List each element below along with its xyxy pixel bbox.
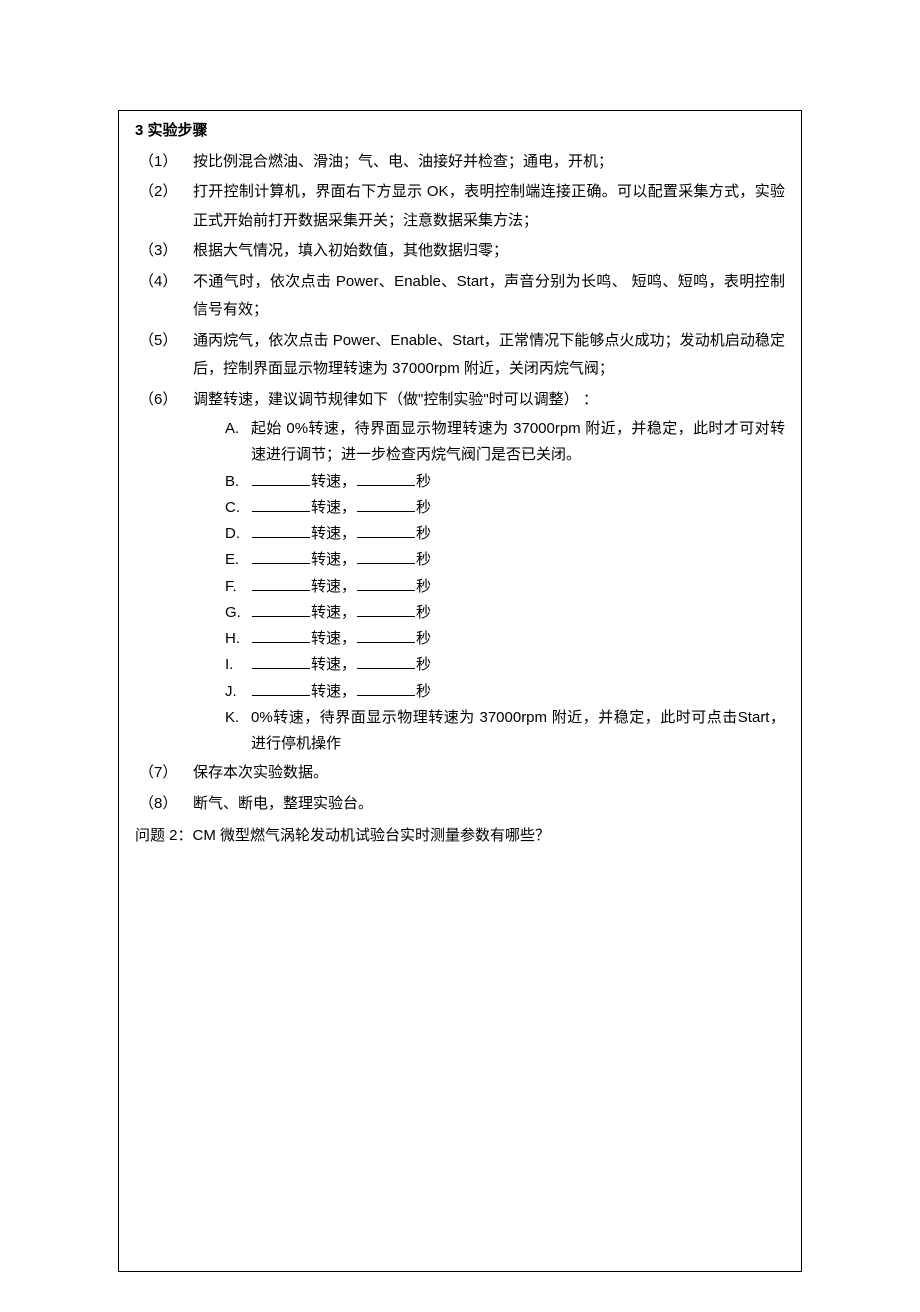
sub-step-fill: D. 转速， 秒 [193,521,785,547]
step-text: 保存本次实验数据。 [193,759,785,788]
step-6: （6） 调整转速，建议调节规律如下（做"控制实验"时可以调整） ： A. 起始 … [135,386,785,758]
step-6-text: 调整转速，建议调节规律如下（做"控制实验"时可以调整） ： [193,391,598,408]
sub-letter: H. [225,626,251,652]
label-speed: 转速， [311,604,356,621]
step-5: （5） 通丙烷气，依次点击 Power、Enable、Start，正常情况下能够… [135,327,785,384]
blank-seconds[interactable] [357,549,415,564]
label-speed: 转速， [311,473,356,490]
step-text: 按比例混合燃油、滑油；气、电、油接好并检查；通电，开机； [193,148,785,177]
blank-speed[interactable] [252,576,310,591]
label-speed: 转速， [311,656,356,673]
blank-speed[interactable] [252,681,310,696]
sub-step-fill: E. 转速， 秒 [193,547,785,573]
sub-text: 起始 0%转速，待界面显示物理转速为 37000rpm 附近，并稳定，此时才可对… [251,416,785,469]
label-seconds: 秒 [416,499,431,516]
sub-step-k: K. 0%转速，待界面显示物理转速为 37000rpm 附近，并稳定，此时可点击… [193,705,785,758]
sub-fill-body: 转速， 秒 [251,626,785,652]
blank-speed[interactable] [252,628,310,643]
step-1: （1） 按比例混合燃油、滑油；气、电、油接好并检查；通电，开机； [135,148,785,177]
label-seconds: 秒 [416,578,431,595]
blank-seconds[interactable] [357,681,415,696]
sub-step-fill: F. 转速， 秒 [193,574,785,600]
step-text: 不通气时，依次点击 Power、Enable、Start，声音分别为长鸣、 短鸣… [193,268,785,325]
step-number: （4） [135,268,193,297]
sub-letter: G. [225,600,251,626]
sub-step-a: A. 起始 0%转速，待界面显示物理转速为 37000rpm 附近，并稳定，此时… [193,416,785,469]
sub-step-fill: J. 转速， 秒 [193,679,785,705]
step-8: （8） 断气、断电，整理实验台。 [135,790,785,819]
label-seconds: 秒 [416,604,431,621]
step-number: （3） [135,237,193,266]
blank-speed[interactable] [252,549,310,564]
step-text: 打开控制计算机，界面右下方显示 OK，表明控制端连接正确。可以配置采集方式，实验… [193,178,785,235]
blank-seconds[interactable] [357,654,415,669]
section-title: 3 实验步骤 [135,117,785,146]
label-speed: 转速， [311,551,356,568]
label-speed: 转速， [311,525,356,542]
sub-step-fill: I. 转速， 秒 [193,652,785,678]
label-seconds: 秒 [416,630,431,647]
sub-fill-body: 转速， 秒 [251,574,785,600]
step-3: （3） 根据大气情况，填入初始数值，其他数据归零； [135,237,785,266]
sub-letter: K. [225,705,251,731]
sub-fill-body: 转速， 秒 [251,679,785,705]
blank-seconds[interactable] [357,576,415,591]
document-frame: 3 实验步骤 （1） 按比例混合燃油、滑油；气、电、油接好并检查；通电，开机； … [118,110,802,1272]
question-2: 问题 2：CM 微型燃气涡轮发动机试验台实时测量参数有哪些？ [135,822,785,851]
step-7: （7） 保存本次实验数据。 [135,759,785,788]
step-number: （2） [135,178,193,207]
sub-letter: F. [225,574,251,600]
step-2: （2） 打开控制计算机，界面右下方显示 OK，表明控制端连接正确。可以配置采集方… [135,178,785,235]
sub-fill-body: 转速， 秒 [251,469,785,495]
sub-step-fill: H. 转速， 秒 [193,626,785,652]
sub-letter: D. [225,521,251,547]
sub-fill-body: 转速， 秒 [251,547,785,573]
sub-letter: J. [225,679,251,705]
sub-fill-body: 转速， 秒 [251,521,785,547]
sub-step-list: A. 起始 0%转速，待界面显示物理转速为 37000rpm 附近，并稳定，此时… [193,416,785,757]
sub-step-fill: G. 转速， 秒 [193,600,785,626]
sub-letter: C. [225,495,251,521]
blank-speed[interactable] [252,654,310,669]
step-number: （8） [135,790,193,819]
blank-seconds[interactable] [357,602,415,617]
step-text: 通丙烷气，依次点击 Power、Enable、Start，正常情况下能够点火成功… [193,327,785,384]
step-number: （5） [135,327,193,356]
label-speed: 转速， [311,578,356,595]
label-speed: 转速， [311,630,356,647]
step-4: （4） 不通气时，依次点击 Power、Enable、Start，声音分别为长鸣… [135,268,785,325]
blank-speed[interactable] [252,523,310,538]
step-number: （7） [135,759,193,788]
label-speed: 转速， [311,499,356,516]
label-seconds: 秒 [416,473,431,490]
sub-fill-body: 转速， 秒 [251,652,785,678]
sub-letter: I. [225,652,251,678]
sub-letter: B. [225,469,251,495]
label-seconds: 秒 [416,551,431,568]
sub-step-fill: B. 转速， 秒 [193,469,785,495]
label-speed: 转速， [311,683,356,700]
sub-letter: A. [225,416,251,442]
blank-seconds[interactable] [357,497,415,512]
label-seconds: 秒 [416,683,431,700]
blank-speed[interactable] [252,602,310,617]
blank-seconds[interactable] [357,523,415,538]
sub-fill-body: 转速， 秒 [251,495,785,521]
blank-seconds[interactable] [357,628,415,643]
label-seconds: 秒 [416,525,431,542]
blank-speed[interactable] [252,471,310,486]
sub-text: 0%转速，待界面显示物理转速为 37000rpm 附近，并稳定，此时可点击Sta… [251,705,785,758]
step-text: 断气、断电，整理实验台。 [193,790,785,819]
sub-letter: E. [225,547,251,573]
blank-speed[interactable] [252,497,310,512]
step-number: （6） [135,386,193,415]
label-seconds: 秒 [416,656,431,673]
sub-step-fill: C. 转速， 秒 [193,495,785,521]
step-number: （1） [135,148,193,177]
step-text: 调整转速，建议调节规律如下（做"控制实验"时可以调整） ： A. 起始 0%转速… [193,386,785,758]
sub-fill-body: 转速， 秒 [251,600,785,626]
blank-seconds[interactable] [357,471,415,486]
step-text: 根据大气情况，填入初始数值，其他数据归零； [193,237,785,266]
